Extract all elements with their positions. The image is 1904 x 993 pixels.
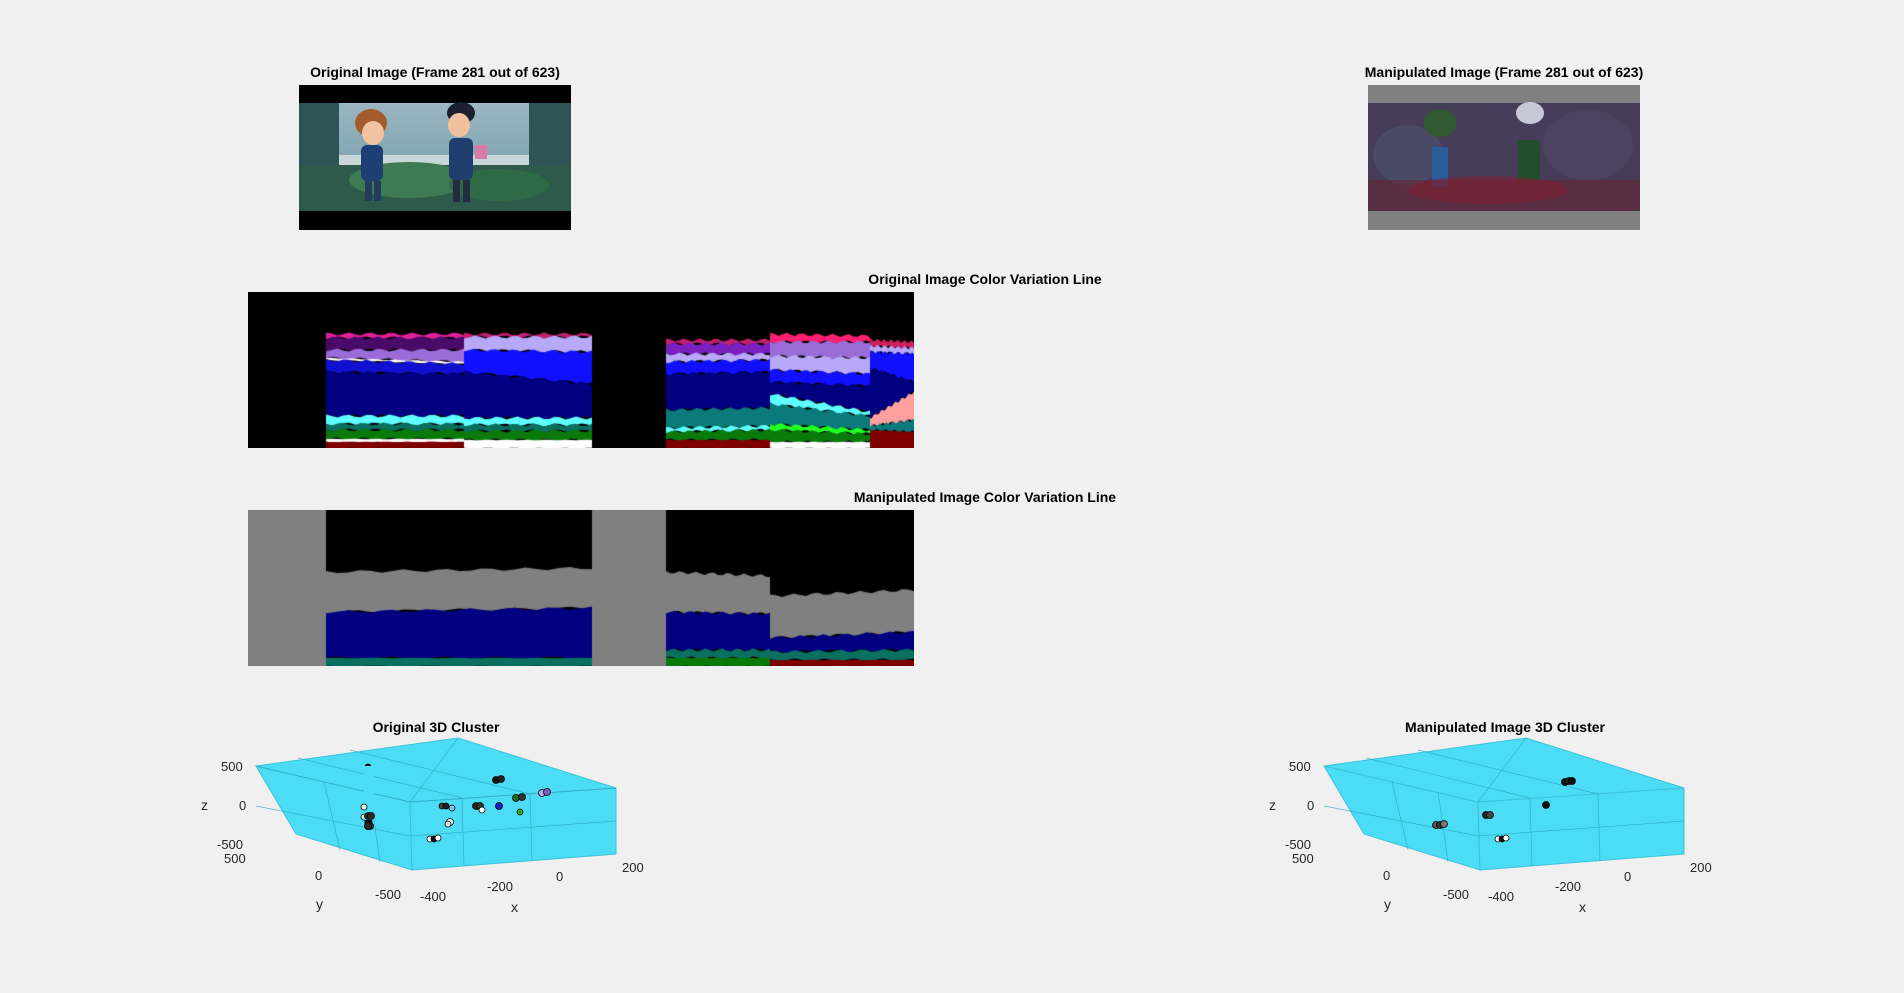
manipulated-image-title: Manipulated Image (Frame 281 out of 623) xyxy=(1364,64,1644,80)
manipulated-image-axes[interactable] xyxy=(1368,85,1640,230)
z-tick-bottom-2: -500 xyxy=(1285,837,1312,852)
x-tick-3: 0 xyxy=(556,869,564,884)
x-tick-1-2: -400 xyxy=(1488,889,1515,904)
z-tick-top-2: 500 xyxy=(1289,759,1311,774)
x-tick-2: -200 xyxy=(487,879,514,894)
y-tick-mid-2: 0 xyxy=(1383,868,1391,883)
z-tick-top: 500 xyxy=(221,759,243,774)
x-axis-label-2: x xyxy=(1579,899,1586,915)
manipulated-frame-image xyxy=(1368,102,1640,211)
manipulated-cluster-title: Manipulated Image 3D Cluster xyxy=(1405,719,1605,735)
z-axis-label-2: z xyxy=(1269,797,1276,813)
x-tick-1: -400 xyxy=(420,889,447,904)
original-cluster-points-patch xyxy=(360,803,375,820)
x-tick-3-2: 0 xyxy=(1624,869,1632,884)
pane-patch xyxy=(364,766,374,820)
x-tick-2-2: -200 xyxy=(1555,879,1582,894)
z-axis-label: z xyxy=(201,797,208,813)
y-axis-label-2: y xyxy=(1384,896,1391,912)
original-image-axes[interactable] xyxy=(299,85,571,230)
original-image-title: Original Image (Frame 281 out of 623) xyxy=(310,64,560,80)
original-cluster-title: Original 3D Cluster xyxy=(372,719,500,735)
x-tick-4: 200 xyxy=(622,860,644,875)
z-tick-mid: 0 xyxy=(239,798,247,813)
y-tick-bottom-2: -500 xyxy=(1443,887,1470,902)
z-tick-mid-2: 0 xyxy=(1307,798,1315,813)
original-color-variation-line[interactable] xyxy=(248,292,914,448)
original-frame-image xyxy=(299,102,571,211)
original-cluster-plot xyxy=(254,737,617,871)
y-tick-bottom: -500 xyxy=(375,887,402,902)
manipulated-cluster-plot xyxy=(1322,737,1685,871)
y-tick-mid: 0 xyxy=(315,868,323,883)
z-tick-bottom: -500 xyxy=(217,837,244,852)
y-tick-top-2: 500 xyxy=(1292,851,1314,866)
manipulated-color-line-title: Manipulated Image Color Variation Line xyxy=(853,489,1117,505)
manipulated-color-variation-line[interactable] xyxy=(248,510,914,666)
y-tick-top: 500 xyxy=(224,851,246,866)
x-tick-4-2: 200 xyxy=(1690,860,1712,875)
x-axis-label: x xyxy=(511,899,518,915)
y-axis-label: y xyxy=(316,896,323,912)
original-color-line-title: Original Image Color Variation Line xyxy=(868,271,1102,287)
